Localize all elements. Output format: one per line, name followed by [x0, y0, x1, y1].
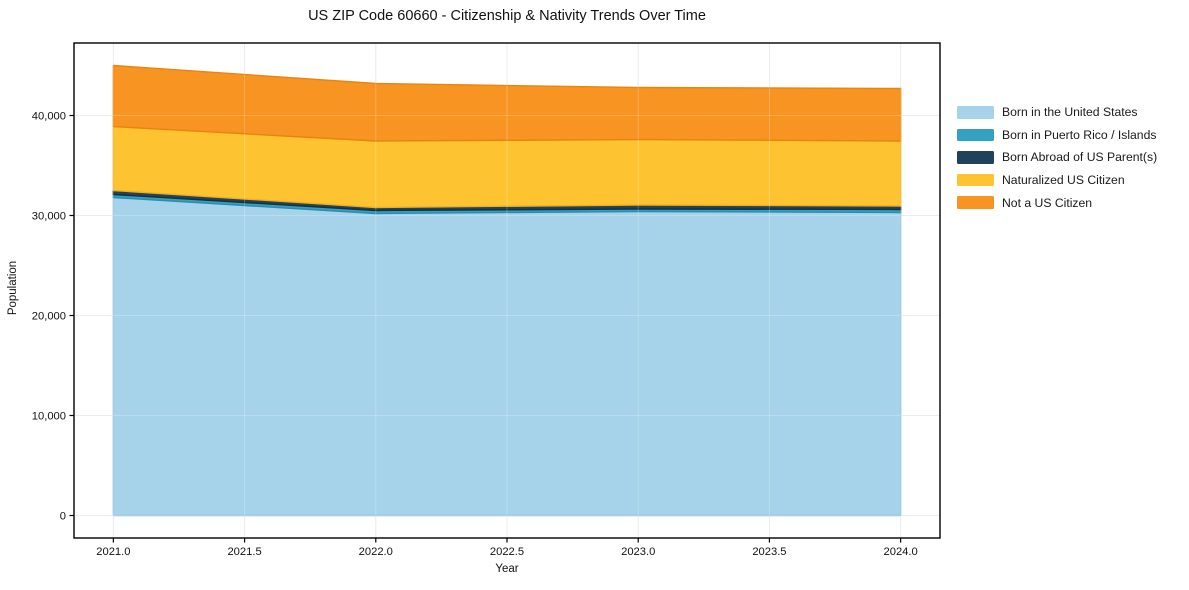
x-tick-label: 2022.5	[490, 546, 524, 558]
x-tick-label: 2024.0	[884, 546, 918, 558]
x-tick-label: 2021.0	[96, 546, 130, 558]
legend-label: Born Abroad of US Parent(s)	[1002, 150, 1158, 165]
legend-swatch	[957, 106, 994, 119]
y-tick-label: 20,000	[32, 310, 66, 322]
legend-label: Naturalized US Citizen	[1002, 173, 1125, 188]
legend: Born in the United States Born in Puerto …	[957, 101, 1157, 214]
legend-label: Not a US Citizen	[1002, 195, 1093, 210]
chart-title: US ZIP Code 60660 - Citizenship & Nativi…	[308, 8, 706, 24]
x-tick-label: 2023.5	[752, 546, 786, 558]
x-tick-label: 2022.0	[359, 546, 393, 558]
legend-item: Not a US Citizen	[957, 191, 1157, 214]
legend-label: Born in the United States	[1002, 105, 1138, 120]
area-series-4	[112, 64, 902, 142]
x-tick-label: 2023.0	[621, 546, 655, 558]
x-axis-label: Year	[495, 563, 519, 575]
y-tick-label: 10,000	[32, 410, 66, 422]
legend-item: Born Abroad of US Parent(s)	[957, 146, 1157, 169]
y-tick-label: 0	[60, 510, 66, 522]
legend-swatch	[957, 196, 994, 209]
y-tick-label: 30,000	[32, 210, 66, 222]
y-tick-label: 40,000	[32, 110, 66, 122]
legend-label: Born in Puerto Rico / Islands	[1002, 127, 1157, 142]
x-tick-label: 2021.5	[227, 546, 261, 558]
legend-swatch	[957, 151, 994, 164]
legend-swatch	[957, 128, 994, 142]
legend-item: Born in the United States	[957, 101, 1157, 124]
y-axis-label: Population	[7, 260, 19, 316]
legend-swatch	[957, 173, 994, 187]
legend-item: Naturalized US Citizen	[957, 169, 1157, 192]
legend-item: Born in Puerto Rico / Islands	[957, 124, 1157, 147]
